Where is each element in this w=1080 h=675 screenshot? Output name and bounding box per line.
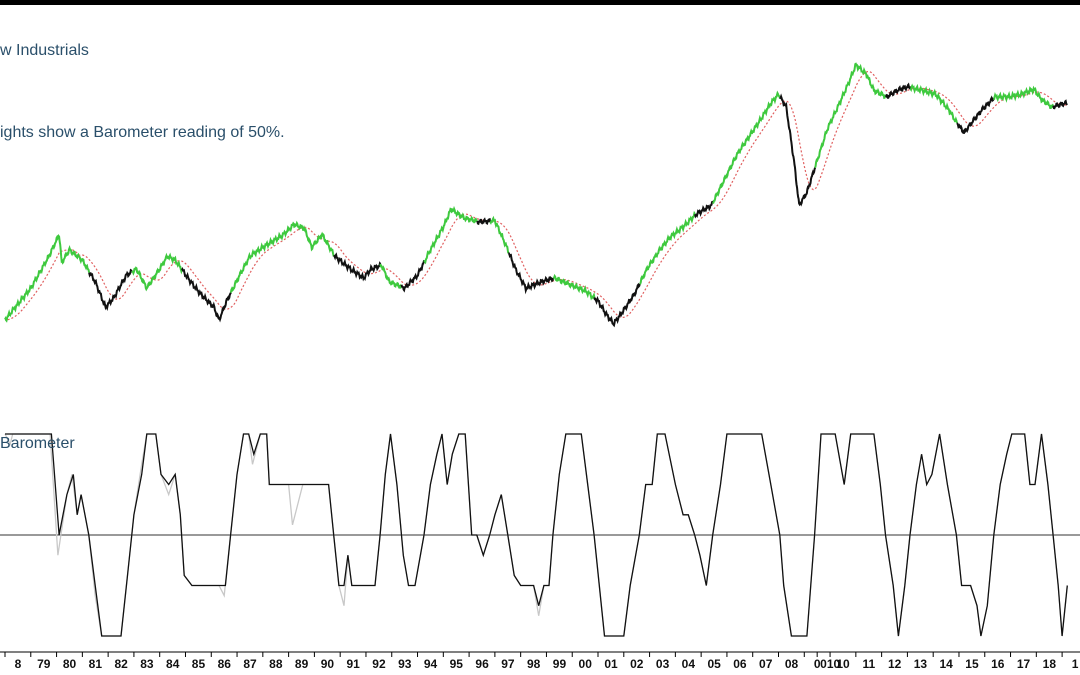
chart-note: ights show a Barometer reading of 50%. [0,124,285,141]
price-line-segment [993,85,1054,109]
x-tick-label: 98 [527,657,541,671]
price-panel [4,62,1068,328]
price-line-segment [593,282,641,328]
x-tick-label: 88 [269,657,283,671]
x-tick-label: 010 [820,657,840,671]
x-tick-label: 06 [733,657,747,671]
price-line-segment [400,259,426,293]
price-line-segment [552,273,596,301]
price-line-segment [489,215,510,254]
price-line-segment [779,93,817,207]
x-tick-label: 96 [475,657,489,671]
price-line-segment [694,200,714,219]
x-tick-label: 89 [295,657,309,671]
price-line-segment [476,217,492,226]
price-line-segment [1052,99,1068,110]
barometer-label: Barometer [0,435,75,452]
chart-title: w Industrials [0,42,89,59]
x-tick-label: 05 [707,657,721,671]
x-tick-label: 80 [63,657,77,671]
price-line-segment [88,268,133,311]
price-line-segment [333,252,382,282]
x-tick-label: 8 [15,657,22,671]
barometer-panel [0,433,1080,637]
x-tick-label: 83 [140,657,154,671]
x-tick-label: 92 [372,657,386,671]
x-tick-label: 14 [940,657,954,671]
price-line-segment [181,266,232,323]
x-tick-label: 03 [656,657,670,671]
price-line-segment [712,90,781,204]
x-tick-label: 1 [1072,657,1079,671]
x-tick-label: 17 [1017,657,1031,671]
x-tick-label: 91 [347,657,361,671]
x-tick-label: 11 [862,657,875,671]
x-tick-label: 94 [424,657,438,671]
x-tick-label: 99 [553,657,567,671]
top-border [0,0,1080,5]
x-tick-label: 15 [965,657,979,671]
price-line-segment [131,252,183,292]
x-tick-label: 07 [759,657,773,671]
x-tick-label: 08 [785,657,799,671]
barometer-line [5,433,1068,637]
x-tick-label: 10 [836,657,850,671]
x-tick-label: 0 [814,657,821,671]
x-tick-label: 87 [243,657,257,671]
price-line-segment [423,205,478,265]
x-tick-label: 93 [398,657,412,671]
x-tick-label: 86 [218,657,232,671]
price-line-segment [4,234,91,323]
price-line-segment [956,95,995,134]
x-tick-label: 01 [604,657,618,671]
x-tick-label: 95 [450,657,464,671]
x-tick-label: 79 [37,657,51,671]
x-tick-label: 04 [682,657,696,671]
x-tick-label: 90 [321,657,335,671]
x-tick-label: 18 [1043,657,1057,671]
price-line-segment [507,252,555,295]
x-tick-label: 12 [888,657,902,671]
x-tick-label: 84 [166,657,180,671]
x-tick-label: 82 [114,657,128,671]
price-line-segment [884,82,912,99]
x-tick-label: 16 [991,657,1005,671]
price-line-segment [639,210,696,285]
price-line-segment [814,62,887,168]
x-axis: 8 79 80 81 82 83 84 85 86 87 88 89 90 91 92 93 94 95 96 97 9… [0,651,1080,671]
x-tick-label: 13 [914,657,928,671]
x-tick-label: 85 [192,657,206,671]
x-tick-label: 81 [89,657,103,671]
x-tick-label: 97 [501,657,515,671]
price-line-segment [379,263,403,289]
x-tick-label: 02 [630,657,644,671]
price-line-segment [909,83,958,124]
price-line-segment [229,220,335,293]
x-tick-label: 00 [579,657,593,671]
